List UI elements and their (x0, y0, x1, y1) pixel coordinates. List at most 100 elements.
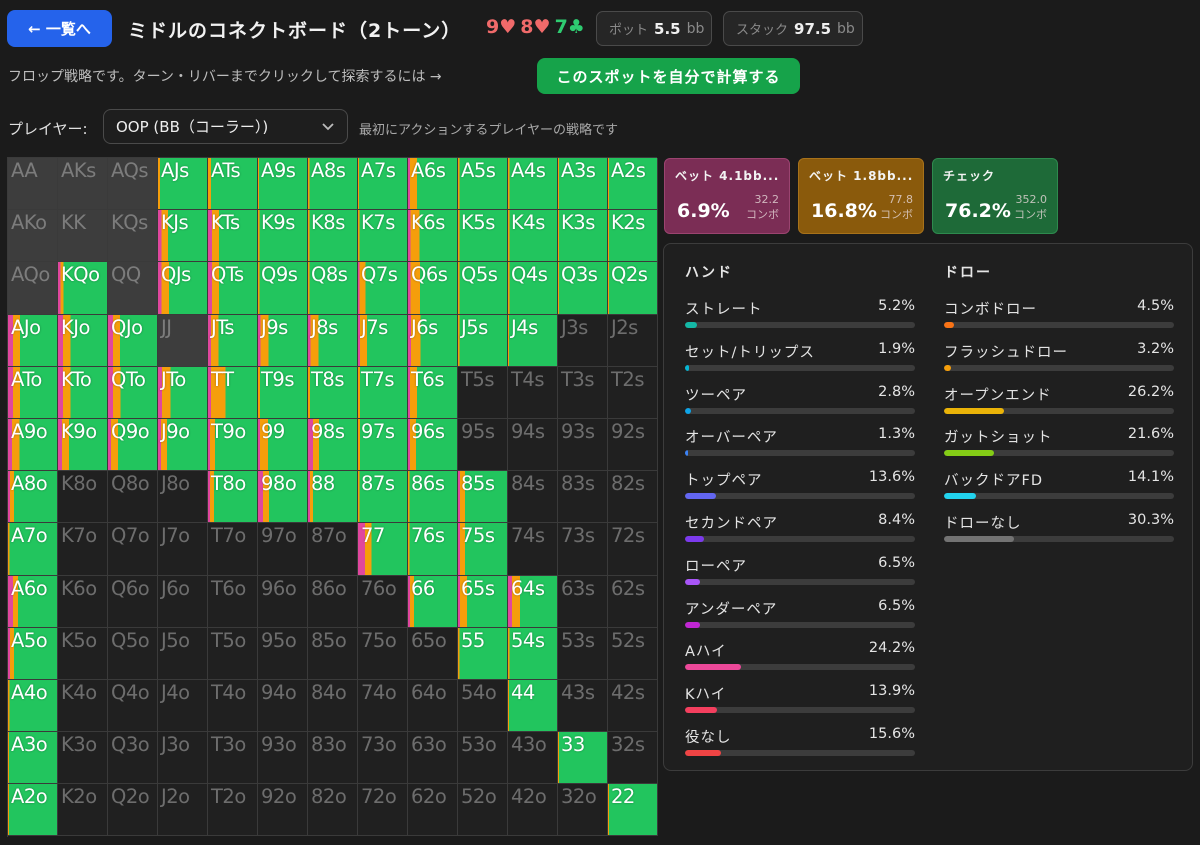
hand-cell-93o[interactable]: 93o (258, 732, 308, 785)
hand-cell-AQo[interactable]: AQo (8, 262, 58, 315)
hand-cell-66[interactable]: 66 (408, 575, 458, 628)
hand-cell-KQs[interactable]: KQs (108, 210, 158, 263)
hand-cell-QJs[interactable]: QJs (158, 262, 208, 315)
hand-cell-82s[interactable]: 82s (608, 471, 658, 524)
hand-cell-JTs[interactable]: JTs (208, 314, 258, 367)
hand-cell-J6s[interactable]: J6s (408, 314, 458, 367)
hand-cell-KK[interactable]: KK (58, 210, 108, 263)
action-bet-small[interactable]: ベット 1.8bb... 16.8% 77.8 コンボ (798, 158, 924, 234)
hand-cell-A7o[interactable]: A7o (8, 523, 58, 576)
hand-cell-J8o[interactable]: J8o (158, 471, 208, 524)
hand-cell-J3s[interactable]: J3s (558, 314, 608, 367)
hand-cell-72o[interactable]: 72o (358, 784, 408, 837)
hand-cell-62o[interactable]: 62o (408, 784, 458, 837)
hand-cell-Q9o[interactable]: Q9o (108, 418, 158, 472)
hand-cell-75o[interactable]: 75o (358, 627, 408, 680)
hand-cell-A6s[interactable]: A6s (408, 158, 458, 211)
hand-cell-32o[interactable]: 32o (558, 784, 608, 837)
hand-cell-K3s[interactable]: K3s (558, 210, 608, 263)
hand-cell-96o[interactable]: 96o (258, 575, 308, 628)
hand-cell-A3s[interactable]: A3s (558, 158, 608, 211)
hand-cell-T7s[interactable]: T7s (358, 366, 408, 419)
hand-cell-73s[interactable]: 73s (558, 523, 608, 576)
hand-cell-K4s[interactable]: K4s (508, 210, 558, 263)
hand-cell-K7s[interactable]: K7s (358, 210, 408, 263)
hand-cell-T3o[interactable]: T3o (208, 732, 258, 785)
hand-cell-AA[interactable]: AA (8, 158, 58, 211)
hand-cell-94s[interactable]: 94s (508, 418, 558, 472)
hand-cell-A6o[interactable]: A6o (8, 575, 58, 628)
hand-cell-K6s[interactable]: K6s (408, 210, 458, 263)
hand-cell-88[interactable]: 88 (308, 471, 358, 524)
hand-cell-Q4o[interactable]: Q4o (108, 679, 158, 733)
hand-cell-T4s[interactable]: T4s (508, 366, 558, 419)
hand-cell-A4s[interactable]: A4s (508, 158, 558, 211)
hand-cell-54s[interactable]: 54s (508, 627, 558, 680)
hand-cell-Q8o[interactable]: Q8o (108, 471, 158, 524)
hand-cell-74o[interactable]: 74o (358, 679, 408, 733)
hand-cell-85o[interactable]: 85o (308, 627, 358, 680)
hand-cell-T6s[interactable]: T6s (408, 366, 458, 419)
hand-cell-ATs[interactable]: ATs (208, 158, 258, 211)
hand-cell-98o[interactable]: 98o (258, 471, 308, 524)
hand-cell-86o[interactable]: 86o (308, 575, 358, 628)
hand-cell-A9s[interactable]: A9s (258, 158, 308, 211)
action-check[interactable]: チェック 76.2% 352.0 コンボ (932, 158, 1058, 234)
hand-cell-Q7o[interactable]: Q7o (108, 523, 158, 576)
hand-cell-J5o[interactable]: J5o (158, 627, 208, 680)
hand-cell-93s[interactable]: 93s (558, 418, 608, 472)
hand-cell-J7s[interactable]: J7s (358, 314, 408, 367)
action-bet-large[interactable]: ベット 4.1bb... 6.9% 32.2 コンボ (664, 158, 790, 234)
hand-cell-Q2o[interactable]: Q2o (108, 784, 158, 837)
hand-cell-K4o[interactable]: K4o (58, 679, 108, 733)
hand-cell-J3o[interactable]: J3o (158, 732, 208, 785)
hand-cell-Q6o[interactable]: Q6o (108, 575, 158, 628)
hand-cell-75s[interactable]: 75s (458, 523, 508, 576)
hand-cell-KQo[interactable]: KQo (58, 262, 108, 315)
hand-cell-TT[interactable]: TT (208, 366, 258, 419)
hand-cell-A9o[interactable]: A9o (8, 418, 58, 472)
hand-cell-J2s[interactable]: J2s (608, 314, 658, 367)
hand-cell-AJs[interactable]: AJs (158, 158, 208, 211)
hand-cell-T9s[interactable]: T9s (258, 366, 308, 419)
hand-cell-55[interactable]: 55 (458, 627, 508, 680)
hand-cell-Q3o[interactable]: Q3o (108, 732, 158, 785)
hand-cell-J9o[interactable]: J9o (158, 418, 208, 472)
hand-cell-QQ[interactable]: QQ (108, 262, 158, 315)
hand-cell-K3o[interactable]: K3o (58, 732, 108, 785)
hand-cell-82o[interactable]: 82o (308, 784, 358, 837)
hand-cell-T2s[interactable]: T2s (608, 366, 658, 419)
hand-cell-KTo[interactable]: KTo (58, 366, 108, 419)
hand-cell-K2o[interactable]: K2o (58, 784, 108, 837)
hand-cell-K6o[interactable]: K6o (58, 575, 108, 628)
hand-cell-52o[interactable]: 52o (458, 784, 508, 837)
hand-cell-A8o[interactable]: A8o (8, 471, 58, 524)
hand-cell-T2o[interactable]: T2o (208, 784, 258, 837)
hand-cell-KJs[interactable]: KJs (158, 210, 208, 263)
hand-cell-73o[interactable]: 73o (358, 732, 408, 785)
hand-cell-72s[interactable]: 72s (608, 523, 658, 576)
hand-cell-92s[interactable]: 92s (608, 418, 658, 472)
hand-cell-K5o[interactable]: K5o (58, 627, 108, 680)
hand-cell-65s[interactable]: 65s (458, 575, 508, 628)
hand-cell-32s[interactable]: 32s (608, 732, 658, 785)
hand-cell-JTo[interactable]: JTo (158, 366, 208, 419)
hand-cell-JJ[interactable]: JJ (158, 314, 208, 367)
hand-cell-84o[interactable]: 84o (308, 679, 358, 733)
hand-cell-KTs[interactable]: KTs (208, 210, 258, 263)
hand-cell-94o[interactable]: 94o (258, 679, 308, 733)
hand-cell-QJo[interactable]: QJo (108, 314, 158, 367)
hand-cell-A4o[interactable]: A4o (8, 679, 58, 733)
hand-cell-T6o[interactable]: T6o (208, 575, 258, 628)
hand-cell-84s[interactable]: 84s (508, 471, 558, 524)
hand-cell-T3s[interactable]: T3s (558, 366, 608, 419)
hand-cell-T5o[interactable]: T5o (208, 627, 258, 680)
hand-cell-97s[interactable]: 97s (358, 418, 408, 472)
hand-cell-A5o[interactable]: A5o (8, 627, 58, 680)
hand-cell-92o[interactable]: 92o (258, 784, 308, 837)
hand-cell-Q9s[interactable]: Q9s (258, 262, 308, 315)
back-to-list-button[interactable]: ← 一覧へ (7, 10, 112, 47)
hand-cell-Q6s[interactable]: Q6s (408, 262, 458, 315)
hand-cell-74s[interactable]: 74s (508, 523, 558, 576)
hand-cell-44[interactable]: 44 (508, 679, 558, 733)
